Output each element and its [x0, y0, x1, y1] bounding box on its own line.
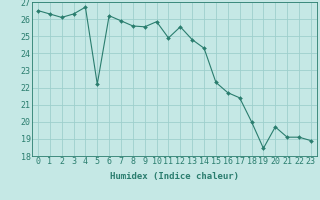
- X-axis label: Humidex (Indice chaleur): Humidex (Indice chaleur): [110, 172, 239, 181]
